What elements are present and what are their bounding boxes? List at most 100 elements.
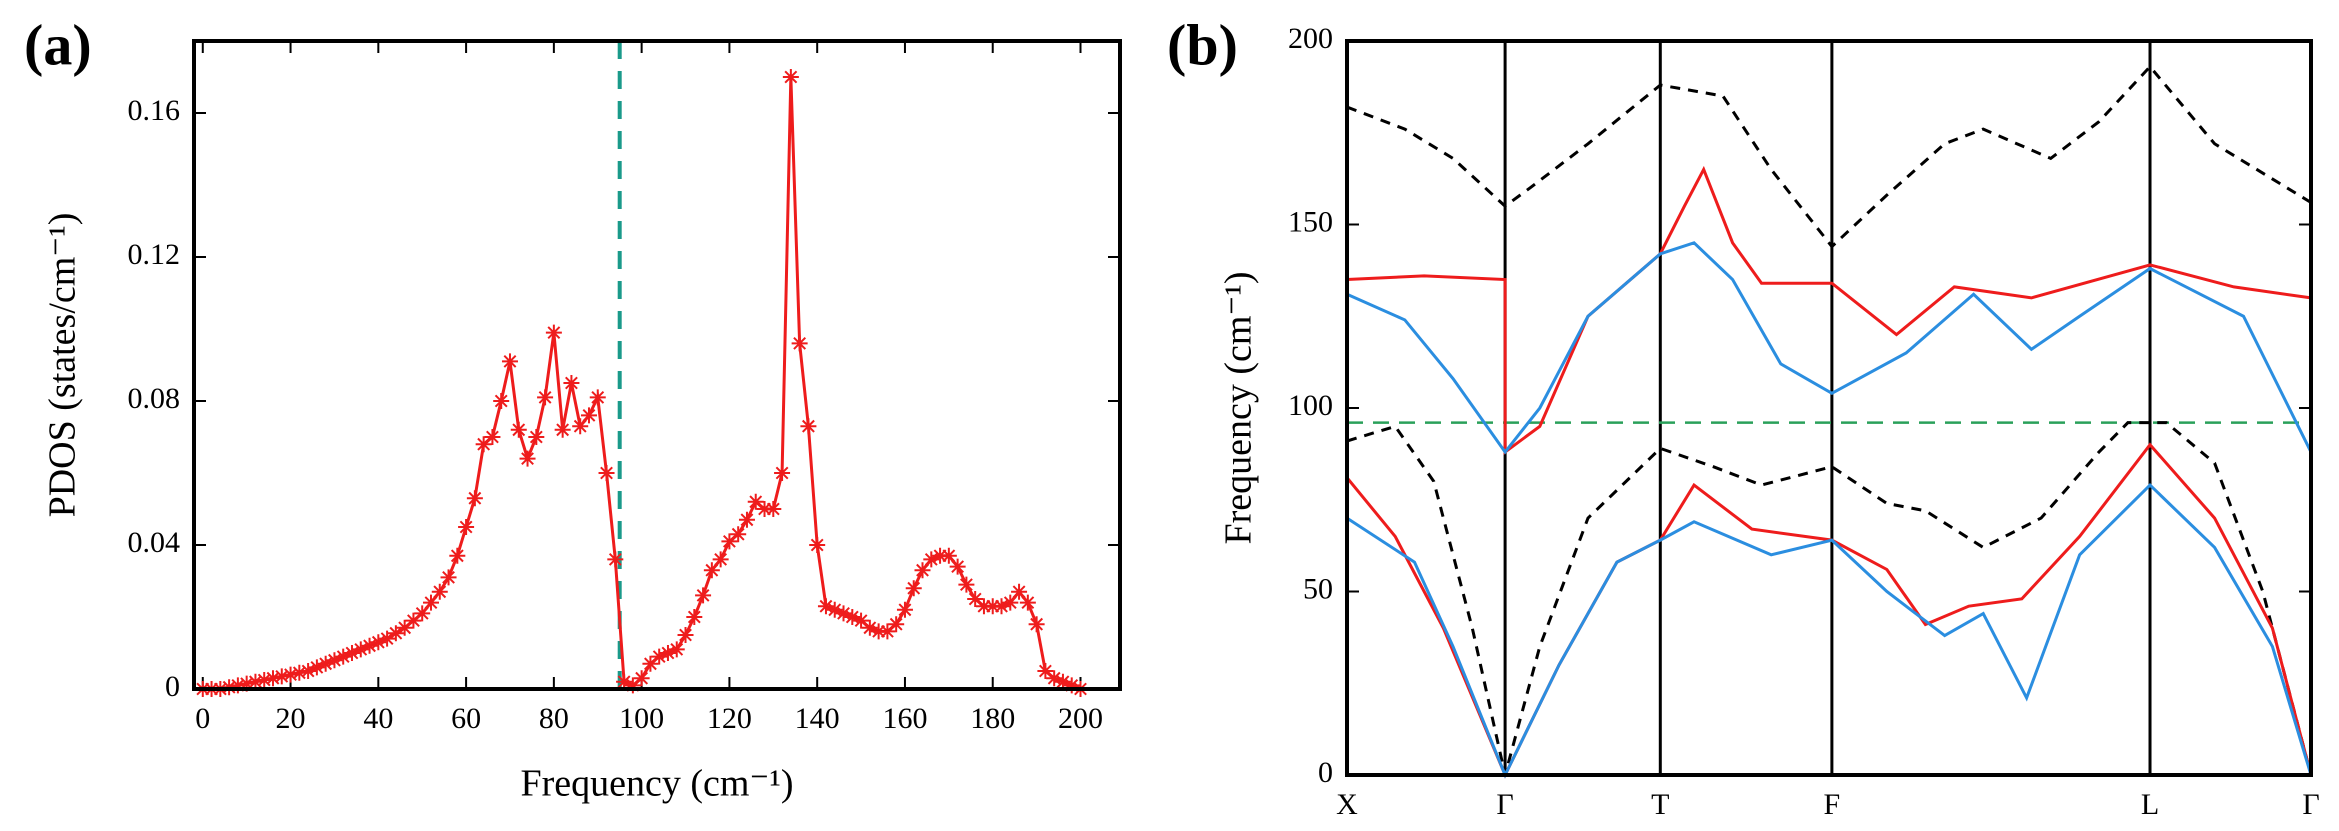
marker bbox=[616, 673, 633, 690]
marker bbox=[984, 598, 1001, 615]
marker bbox=[352, 641, 369, 658]
marker bbox=[563, 375, 580, 391]
marker bbox=[835, 605, 852, 622]
marker bbox=[747, 493, 764, 510]
marker bbox=[642, 655, 659, 672]
marker bbox=[1046, 670, 1063, 687]
marker bbox=[519, 450, 536, 467]
marker bbox=[923, 551, 940, 568]
marker bbox=[264, 670, 281, 687]
x-tick-label: 140 bbox=[795, 702, 840, 735]
marker bbox=[493, 393, 510, 409]
series-line bbox=[1346, 421, 2313, 776]
x-tick-label: T bbox=[1651, 788, 1669, 821]
marker bbox=[370, 634, 387, 651]
marker bbox=[580, 407, 597, 424]
marker bbox=[545, 324, 562, 341]
marker bbox=[651, 648, 668, 665]
marker bbox=[238, 675, 255, 692]
marker bbox=[949, 558, 966, 575]
marker bbox=[826, 601, 843, 618]
marker bbox=[291, 664, 308, 681]
x-tick-label: 120 bbox=[707, 702, 752, 735]
marker bbox=[449, 547, 466, 564]
y-tick-label: 0.12 bbox=[128, 238, 181, 271]
marker bbox=[774, 465, 791, 481]
marker bbox=[888, 616, 905, 633]
x-tick-label: F bbox=[1824, 788, 1841, 821]
marker bbox=[861, 619, 878, 636]
x-tick-label: 160 bbox=[882, 702, 927, 735]
marker bbox=[879, 623, 896, 640]
marker bbox=[809, 537, 826, 553]
plot-frame bbox=[1345, 39, 2313, 777]
marker bbox=[1011, 583, 1028, 600]
marker bbox=[914, 562, 931, 579]
marker bbox=[510, 421, 527, 438]
marker bbox=[317, 655, 334, 672]
marker bbox=[300, 663, 317, 679]
marker bbox=[598, 465, 615, 481]
marker bbox=[765, 501, 782, 517]
marker bbox=[572, 418, 589, 435]
x-tick-label: 100 bbox=[619, 702, 664, 735]
x-axis-label: Frequency (cm⁻¹) bbox=[520, 763, 793, 805]
plot-frame bbox=[192, 39, 1122, 691]
series-line bbox=[1346, 482, 2313, 779]
marker bbox=[335, 648, 352, 665]
marker bbox=[932, 547, 949, 564]
marker bbox=[967, 591, 984, 607]
marker bbox=[1037, 663, 1054, 679]
marker bbox=[343, 645, 360, 661]
series-line bbox=[1346, 64, 2312, 249]
marker bbox=[756, 501, 773, 517]
marker bbox=[458, 519, 475, 535]
y-axis-label: PDOS (states/cm⁻¹) bbox=[42, 213, 84, 518]
marker bbox=[791, 335, 808, 352]
marker bbox=[993, 598, 1010, 615]
marker bbox=[940, 547, 957, 564]
y-tick-label: 200 bbox=[1288, 22, 1333, 55]
y-tick-label: 0.08 bbox=[128, 382, 181, 415]
marker bbox=[896, 601, 913, 618]
marker bbox=[633, 670, 650, 687]
x-tick-label: 60 bbox=[451, 702, 481, 735]
marker bbox=[730, 526, 747, 543]
y-tick-label: 0.16 bbox=[128, 94, 181, 127]
marker bbox=[905, 580, 922, 597]
marker bbox=[1028, 616, 1045, 633]
marker bbox=[659, 645, 676, 661]
marker bbox=[738, 511, 755, 528]
marker bbox=[440, 569, 457, 586]
marker bbox=[431, 583, 448, 600]
marker bbox=[695, 587, 712, 604]
series-line bbox=[1346, 241, 2313, 455]
marker bbox=[484, 429, 501, 445]
marker bbox=[501, 353, 518, 370]
marker bbox=[396, 619, 413, 636]
series-line bbox=[1346, 165, 2312, 456]
panel-label: (b) bbox=[1167, 12, 1238, 77]
marker bbox=[414, 605, 431, 622]
marker bbox=[712, 551, 729, 568]
marker bbox=[668, 641, 685, 658]
y-axis-label: Frequency (cm⁻¹) bbox=[1218, 271, 1260, 544]
marker bbox=[1054, 673, 1071, 690]
y-tick-label: 0 bbox=[165, 670, 180, 703]
y-tick-label: 0.04 bbox=[128, 526, 181, 559]
marker bbox=[782, 69, 799, 85]
y-tick-label: 150 bbox=[1288, 205, 1333, 238]
marker bbox=[870, 623, 887, 640]
x-tick-label: Γ bbox=[2302, 788, 2319, 821]
marker bbox=[554, 421, 571, 438]
panel-label: (a) bbox=[24, 12, 92, 77]
marker bbox=[282, 666, 299, 683]
series-line bbox=[202, 76, 1082, 691]
marker bbox=[703, 562, 720, 579]
marker bbox=[844, 609, 861, 625]
marker bbox=[361, 637, 378, 654]
x-tick-label: 80 bbox=[539, 702, 569, 735]
marker bbox=[379, 630, 396, 647]
y-tick-label: 50 bbox=[1303, 572, 1333, 605]
